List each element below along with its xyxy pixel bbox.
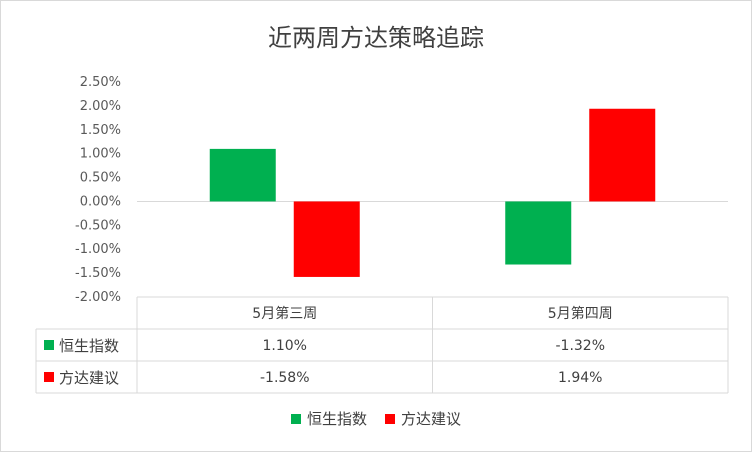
legend-item-series-1: 恒生指数 bbox=[290, 408, 367, 429]
legend-swatch-series-2 bbox=[385, 413, 395, 424]
data-label: 1.10% bbox=[263, 338, 307, 354]
table-legend-swatch bbox=[44, 340, 54, 350]
data-label: -1.58% bbox=[260, 370, 310, 386]
y-tick-label: -0.50% bbox=[75, 218, 121, 233]
legend-label-series-1: 恒生指数 bbox=[306, 410, 367, 428]
table-row-label: 方达建议 bbox=[59, 369, 119, 387]
y-tick-label: 1.00% bbox=[80, 147, 121, 162]
x-category-label: 5月第三周 bbox=[252, 305, 317, 322]
legend-item-series-2: 方达建议 bbox=[385, 408, 461, 429]
table-legend-swatch bbox=[44, 372, 54, 382]
y-tick-label: 0.50% bbox=[80, 171, 121, 186]
table-row-label: 恒生指数 bbox=[59, 337, 119, 355]
y-tick-label: 2.00% bbox=[80, 99, 121, 114]
y-tick-label: 0.00% bbox=[80, 194, 121, 209]
data-label: -1.32% bbox=[555, 338, 605, 354]
y-tick-label: 2.50% bbox=[80, 75, 121, 90]
bar-2-1 bbox=[293, 201, 360, 277]
data-label: 1.94% bbox=[558, 370, 602, 386]
y-tick-label: -1.00% bbox=[75, 242, 121, 257]
y-tick-label: -2.00% bbox=[75, 290, 121, 305]
legend: 恒生指数 方达建议 bbox=[0, 408, 752, 429]
bar-1-2 bbox=[505, 201, 572, 265]
chart-title: 近两周方达策略追踪 bbox=[268, 24, 484, 52]
bar-1-1 bbox=[209, 148, 276, 202]
bar-2-2 bbox=[589, 108, 656, 202]
legend-swatch-series-1 bbox=[290, 413, 301, 424]
x-category-label: 5月第四周 bbox=[548, 305, 613, 322]
y-tick-label: 1.50% bbox=[80, 123, 121, 138]
y-tick-label: -1.50% bbox=[75, 266, 121, 281]
legend-label-series-2: 方达建议 bbox=[401, 410, 462, 428]
